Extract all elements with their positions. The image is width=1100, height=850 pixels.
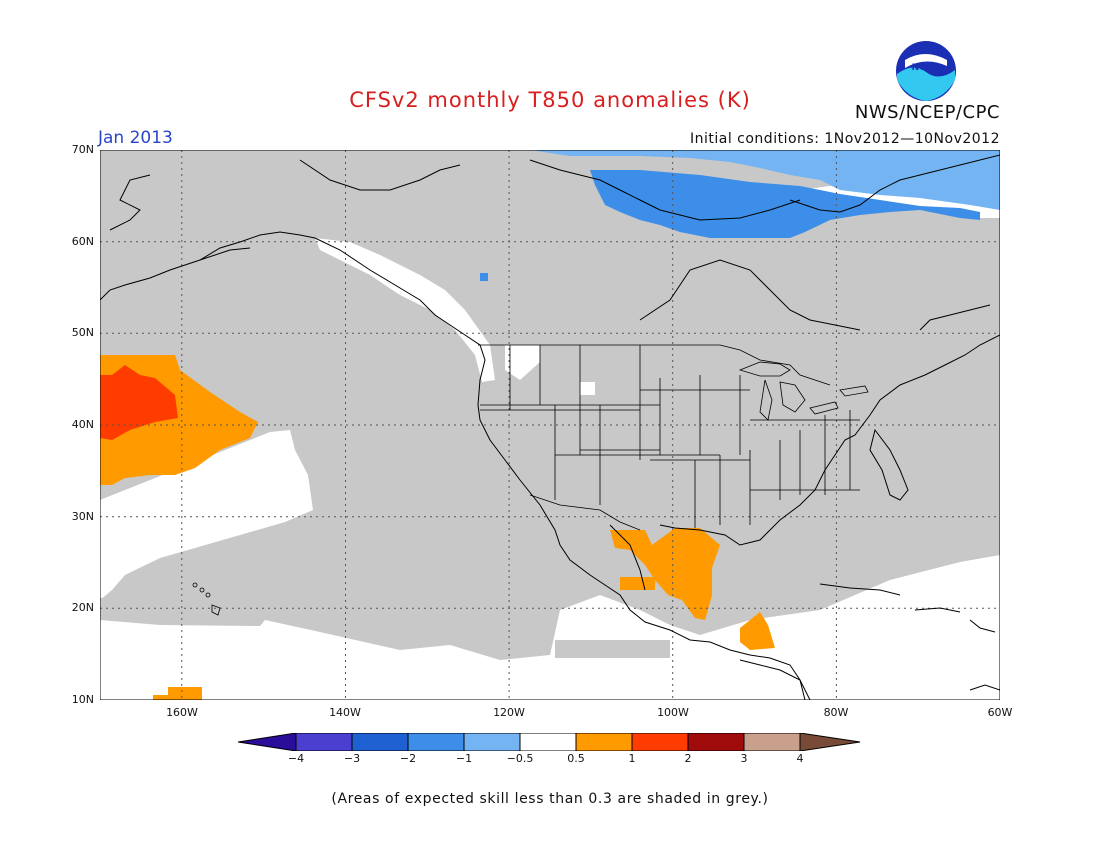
lat-label: 60N bbox=[71, 235, 94, 248]
colorbar-swatch bbox=[687, 733, 745, 751]
borders bbox=[478, 344, 860, 531]
colorbar-swatch bbox=[519, 733, 577, 751]
colorbar-swatch bbox=[463, 733, 521, 751]
colorbar-swatch bbox=[575, 733, 633, 751]
forecast-month: Jan 2013 bbox=[98, 128, 173, 148]
colorbar-swatch bbox=[295, 733, 353, 751]
lon-label: 80W bbox=[823, 706, 849, 719]
colorbar bbox=[238, 733, 861, 751]
lat-label: 50N bbox=[71, 326, 94, 339]
great-lakes bbox=[738, 361, 869, 421]
lat-label: 10N bbox=[71, 693, 94, 706]
red-area bbox=[100, 365, 178, 440]
agency-label: NWS/NCEP/CPC bbox=[854, 102, 1000, 123]
colorbar-swatch bbox=[631, 733, 689, 751]
colorbar-label: 1 bbox=[628, 752, 636, 765]
grey-islands bbox=[100, 598, 670, 658]
colorbar-label: 4 bbox=[796, 752, 804, 765]
colorbar-label: −2 bbox=[399, 752, 417, 765]
hawaii bbox=[192, 582, 221, 616]
anomaly-map bbox=[100, 150, 1000, 700]
svg-text:NOAA: NOAA bbox=[912, 63, 941, 73]
noaa-logo-icon: NOAA bbox=[896, 41, 956, 101]
map-title: CFSv2 monthly T850 anomalies (K) bbox=[349, 88, 751, 112]
colorbar-label: −0.5 bbox=[506, 752, 534, 765]
colorbar-swatch bbox=[351, 733, 409, 751]
colorbar-label: 3 bbox=[740, 752, 748, 765]
lon-label: 140W bbox=[329, 706, 361, 719]
colorbar-label: 2 bbox=[684, 752, 692, 765]
lon-label: 100W bbox=[657, 706, 689, 719]
colorbar-swatch bbox=[799, 733, 861, 751]
colorbar-label: 0.5 bbox=[567, 752, 585, 765]
lat-label: 70N bbox=[71, 143, 94, 156]
lon-label: 60W bbox=[987, 706, 1013, 719]
lat-label: 30N bbox=[71, 510, 94, 523]
blue-areas bbox=[480, 150, 1000, 281]
coastlines bbox=[100, 154, 1000, 700]
colorbar-label: −4 bbox=[287, 752, 305, 765]
lat-label: 20N bbox=[71, 601, 94, 614]
lon-label: 120W bbox=[493, 706, 525, 719]
colorbar-swatch bbox=[743, 733, 801, 751]
colorbar-swatch bbox=[407, 733, 465, 751]
lon-label: 160W bbox=[166, 706, 198, 719]
initial-conditions: Initial conditions: 1Nov2012—10Nov2012 bbox=[689, 131, 1000, 147]
lat-label: 40N bbox=[71, 418, 94, 431]
skill-caption: (Areas of expected skill less than 0.3 a… bbox=[331, 791, 769, 807]
colorbar-label: −1 bbox=[455, 752, 473, 765]
colorbar-label: −3 bbox=[343, 752, 361, 765]
colorbar-swatch bbox=[238, 733, 297, 751]
